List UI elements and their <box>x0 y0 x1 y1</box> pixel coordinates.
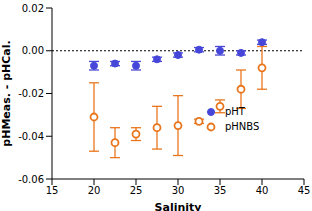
svg-text:Salinity: Salinity <box>155 201 202 211</box>
svg-text:35: 35 <box>214 185 227 196</box>
svg-text:25: 25 <box>130 185 143 196</box>
svg-text:30: 30 <box>172 185 185 196</box>
html-text:pHNBS: pHNBS <box>225 121 260 132</box>
svg-text:-0.06: -0.06 <box>18 174 44 185</box>
html-text:pHT: pHT <box>225 106 245 117</box>
svg-text:20: 20 <box>88 185 101 196</box>
svg-text:0.00: 0.00 <box>22 45 44 56</box>
svg-text:-0.04: -0.04 <box>18 131 44 142</box>
svg-text:40: 40 <box>256 185 269 196</box>
svg-text:-0.02: -0.02 <box>18 88 44 99</box>
svg-text:0.02: 0.02 <box>22 3 44 14</box>
svg-text:pHMeas. - pHCal.: pHMeas. - pHCal. <box>8 40 13 146</box>
svg-text:15: 15 <box>46 185 59 196</box>
svg-text:45: 45 <box>298 185 304 196</box>
